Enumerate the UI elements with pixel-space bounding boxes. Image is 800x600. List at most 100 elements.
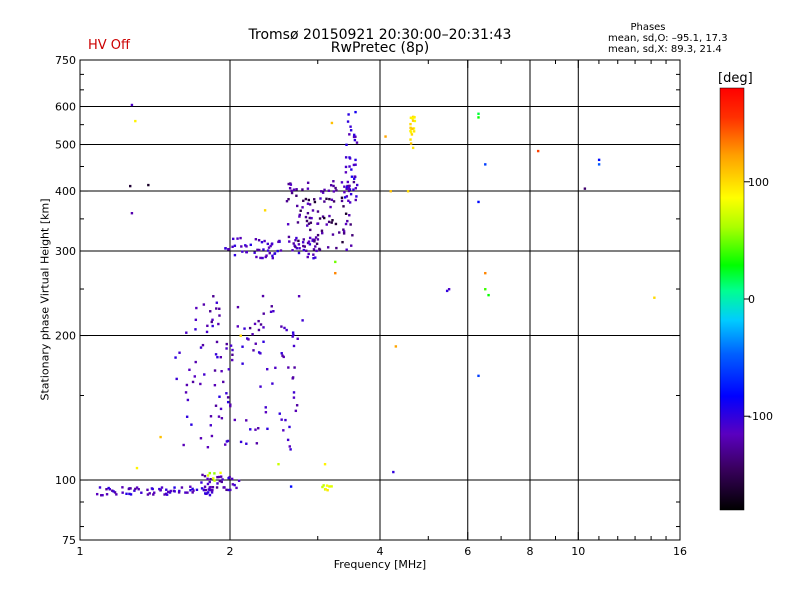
x-tick-label: 4 [377,545,384,558]
echo-point [245,442,248,445]
echo-point [316,233,320,237]
echo-point [409,138,412,141]
colorbar-gradient [719,87,745,511]
echo-point [302,244,305,248]
echo-point [245,250,249,254]
echo-point [152,493,155,496]
echo-point [236,237,239,240]
echo-point [224,247,227,250]
echo-point [219,475,223,478]
echo-point [295,194,298,197]
echo-point [343,185,346,188]
echo-point [213,472,216,475]
echo-point [264,406,267,409]
echo-point [291,331,295,334]
echo-point [210,491,214,494]
echo-point [320,190,323,193]
echo-point [323,462,327,466]
echo-point [214,353,218,356]
echo-point [309,228,312,232]
echo-point [343,191,346,194]
echo-point [269,310,273,314]
phases-x-line: mean, sd,X: 89.3, 21.4 [608,44,722,55]
echo-point [233,483,236,487]
echo-point [342,232,346,235]
echo-point [280,352,283,355]
echo-point [266,367,269,371]
echo-point [193,375,196,378]
echo-point [409,126,412,130]
echo-point [134,487,137,491]
echo-point [313,240,316,243]
echo-point [230,477,234,481]
echo-point [262,326,265,329]
echo-point [316,210,320,213]
echo-point [330,485,333,488]
echo-point [163,493,166,496]
echo-point [248,326,252,330]
echo-point [344,212,348,215]
echo-point [191,487,194,491]
echo-point [239,440,243,444]
echo-point [295,236,298,240]
echo-point [289,183,293,186]
echo-point [346,180,350,184]
echo-point [209,424,212,427]
echo-point [212,477,215,480]
echo-point [306,181,310,184]
echo-point [137,488,140,491]
chart-subtitle: RwPretec (8p) [330,40,430,56]
echo-point [217,322,220,326]
echo-point [203,373,206,376]
echo-point [412,127,416,130]
y-tick-label: 400 [55,185,76,198]
echo-point [247,338,250,341]
echo-point [253,322,257,326]
echo-point [347,199,350,203]
echo-point [290,191,294,195]
echo-point [536,149,540,153]
echo-point [219,355,223,359]
echo-point [302,248,306,252]
echo-point [221,478,224,481]
y-tick-label: 300 [55,245,76,258]
phases-title: Phases [630,22,666,33]
echo-point [349,125,352,128]
echo-point [348,133,351,136]
echo-point [296,221,300,224]
echo-point [341,240,344,244]
x-tick-label: 8 [527,545,534,558]
echo-point [200,487,204,490]
echo-point [334,222,338,226]
echo-point [290,189,293,193]
echo-point [148,492,151,495]
data-points [95,103,656,497]
echo-point [129,493,133,496]
echo-point [653,296,656,299]
echo-point [201,473,204,477]
echo-point [112,490,115,493]
echo-point [347,186,351,189]
echo-point [277,462,280,466]
echo-point [220,417,224,420]
echo-point [211,489,214,492]
echo-point [146,493,150,496]
echo-point [204,492,207,495]
echo-point [215,301,219,304]
echo-point [346,219,349,223]
echo-point [344,165,348,169]
echo-point [203,474,207,478]
echo-point [231,353,234,356]
echo-point [252,349,255,352]
echo-point [282,429,285,432]
echo-point [348,184,351,188]
echo-point [229,488,232,492]
echo-point [189,485,192,488]
echo-point [321,231,324,235]
echo-point [310,216,313,220]
echo-point [335,189,338,192]
echo-point [307,198,311,202]
echo-point [349,192,353,196]
x-tick-label: 6 [464,545,471,558]
